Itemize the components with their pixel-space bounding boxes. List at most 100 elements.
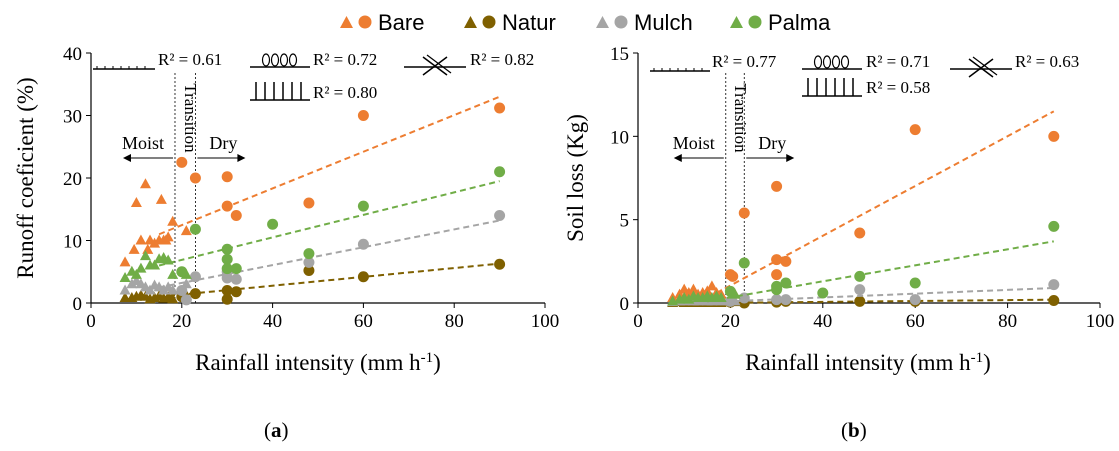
data-point-triangle [162,254,174,265]
legend-label: Bare [378,10,424,35]
data-point-circle [357,110,369,121]
data-point-triangle [139,178,151,189]
data-point-circle [1048,130,1060,142]
data-point-circle [221,285,233,296]
x-tick-label: 100 [1086,311,1115,332]
panel-label-b: (b) [841,418,867,442]
data-point-circle [780,255,792,267]
y-tick-label: 30 [63,107,82,128]
data-point-triangle [158,284,170,295]
data-point-triangle [119,272,131,282]
data-point-triangle [167,284,179,295]
y-tick-label: 40 [63,44,82,65]
data-point-triangle [167,293,179,304]
panel-label-a: (a) [264,418,289,442]
y-axis-label: Soil loss (Kg) [563,114,588,242]
trend-symbol-loop [261,53,271,67]
x-tick-label: 100 [531,311,560,332]
moist-label: Moist [673,133,715,153]
panel-b: 0 20 40 60 80 100 0 5 10 15 Rainfall intensity (mm… [563,44,1114,375]
legend-triangle-marker [464,16,477,28]
data-point-circle [771,180,783,192]
trend-symbol-cross [972,56,998,76]
data-point-circle [771,294,783,306]
data-point-circle [1048,279,1060,291]
trendline [158,219,500,289]
r-squared-label: R² = 0.58 [866,78,930,97]
trendline [158,180,500,267]
data-point-circle [230,210,242,221]
data-point-circle [357,200,369,212]
legend-circle-marker [748,15,762,29]
moist-arrow-head [673,154,682,162]
data-point-circle [780,277,792,289]
data-point-circle [221,263,233,275]
data-point-circle [189,172,201,184]
dry-label: Dry [758,133,786,153]
data-point-circle [854,284,866,296]
x-tick-label: 60 [906,311,925,332]
data-point-circle [221,200,233,212]
data-point-triangle [167,215,179,226]
data-point-triangle [167,268,179,279]
data-point-circle [221,293,233,305]
data-point-triangle [130,197,142,207]
data-point-triangle [180,225,192,236]
data-point-triangle [149,259,161,270]
x-axis-label: Rainfall intensity (mm h-1) [195,350,441,375]
trend-symbol-cross [426,54,452,74]
x-tick-label: 80 [445,311,464,332]
data-point-circle [738,207,750,219]
data-point-circle [180,294,192,306]
x-tick-label: 40 [263,311,282,332]
data-point-circle [817,287,829,299]
data-point-circle [724,285,736,297]
legend-triangle-marker [730,16,743,28]
data-point-triangle [119,256,131,267]
y-tick-label: 5 [620,211,630,232]
data-point-circle [221,171,233,183]
y-tick-label: 15 [610,44,629,65]
r-squared-label: R² = 0.77 [712,52,777,71]
x-tick-label: 80 [998,311,1017,332]
data-point-circle [1048,220,1060,232]
chart-legend: Bare Natur Mulch Palma [340,10,831,35]
data-point-circle [1048,295,1060,306]
data-point-triangle [119,284,131,295]
data-point-circle [189,288,201,300]
y-axis-label: Runoff coeficient (%) [13,77,38,278]
transition-label: Transition [181,83,200,153]
data-point-circle [303,256,315,268]
trendline [159,262,500,298]
trend-symbol-loop [813,55,823,69]
data-point-circle [909,124,921,136]
data-point-triangle [149,237,161,248]
data-point-circle [176,285,188,296]
trendline [707,298,1054,304]
trend-symbol-loop [831,55,841,69]
data-point-triangle [130,268,142,279]
transition-label: Transition [731,83,750,153]
y-tick-label: 0 [73,294,83,315]
data-point-circle [176,156,188,168]
data-point-circle [230,273,242,285]
data-point-circle [221,243,233,255]
dry-label: Dry [209,133,237,153]
x-tick-label: 0 [633,311,643,332]
data-point-triangle [135,262,147,273]
data-point-circle [854,227,866,239]
x-tick-label: 20 [721,311,740,332]
data-point-circle [494,166,506,178]
data-point-circle [221,253,233,265]
data-point-triangle [135,234,147,245]
trendline [158,95,500,236]
trend-symbol-loop [288,53,298,67]
data-point-triangle [128,243,140,254]
trend-symbol-cross [968,58,994,78]
data-point-triangle [683,293,695,304]
trendline [706,110,1055,299]
data-point-circle [189,223,201,235]
x-tick-label: 60 [354,311,373,332]
trendline [707,287,1054,304]
data-point-triangle [687,283,699,294]
